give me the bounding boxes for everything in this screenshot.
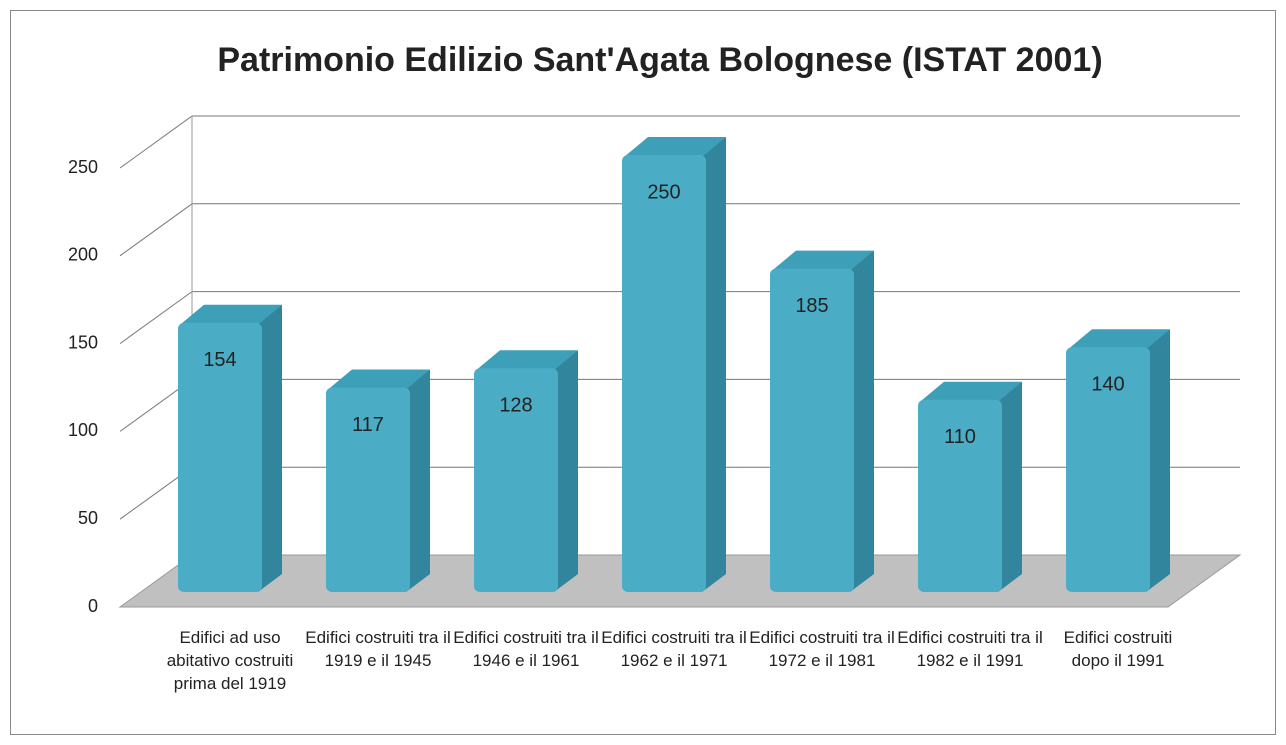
x-tick-label: Edifici costruiti tra il 1946 e il 1961 <box>453 628 599 670</box>
data-label: 110 <box>944 426 976 448</box>
bar-side <box>554 350 578 592</box>
chart-title: Patrimonio Edilizio Sant'Agata Bolognese… <box>217 41 1102 79</box>
bar <box>622 155 706 592</box>
bar-top <box>1068 329 1170 350</box>
data-label: 185 <box>795 295 828 317</box>
bar-side <box>406 369 430 592</box>
y-tick-label: 0 <box>88 596 98 616</box>
x-tick-label: Edifici costruiti dopo il 1991 <box>1063 628 1173 670</box>
bar-side <box>702 137 726 592</box>
y-tick-label: 200 <box>68 245 98 265</box>
bar-side <box>998 381 1022 592</box>
bar <box>326 387 410 592</box>
y-tick-label: 150 <box>68 332 98 352</box>
y-tick-label: 100 <box>68 420 98 440</box>
bar-side <box>258 304 282 592</box>
data-label: 154 <box>203 349 236 371</box>
bar-top <box>772 250 874 271</box>
bar <box>918 399 1002 592</box>
y-tick-label: 250 <box>68 157 98 177</box>
x-tick-label: Edifici costruiti tra il 1919 e il 1945 <box>305 628 451 670</box>
grid-line <box>119 115 193 169</box>
data-label: 140 <box>1091 374 1124 396</box>
bar <box>770 268 854 592</box>
data-label: 117 <box>352 414 384 436</box>
x-tick-label: Edifici costruiti tra il 1982 e il 1991 <box>897 628 1043 670</box>
grid-line <box>119 291 193 345</box>
bar <box>474 368 558 592</box>
bar <box>1066 347 1150 592</box>
bar-top <box>180 304 282 325</box>
x-tick-label: Edifici costruiti tra il 1962 e il 1971 <box>601 628 747 670</box>
bar-side <box>850 250 874 592</box>
x-tick-label: Edifici ad uso abitativo costruiti prima… <box>166 628 294 693</box>
bar-top <box>920 381 1022 402</box>
x-tick-label: Edifici costruiti tra il 1972 e il 1981 <box>749 628 895 670</box>
bar-top <box>476 350 578 371</box>
data-label: 250 <box>647 181 680 203</box>
y-tick-label: 50 <box>78 508 98 528</box>
grid-line <box>119 203 193 257</box>
bar <box>178 322 262 592</box>
bar-top <box>624 137 726 157</box>
bar-top <box>328 369 430 390</box>
data-label: 128 <box>499 395 532 417</box>
bar-side <box>1146 329 1170 592</box>
